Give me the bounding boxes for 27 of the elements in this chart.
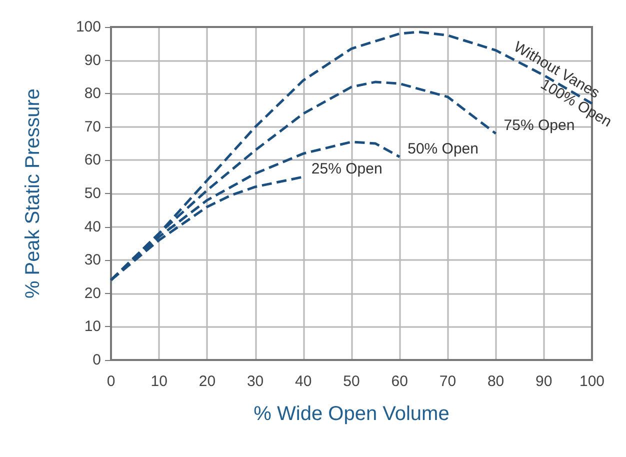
x-tick-label: 70 [439,373,456,390]
y-tick-label: 100 [76,18,101,36]
series-label: 75% Open [504,117,575,134]
y-axis-title: % Peak Static Pressure [22,88,44,299]
y-tick-label: 70 [84,118,101,136]
x-tick-label: 0 [106,373,116,390]
x-tick-label: 10 [150,373,168,390]
x-tick-label: 60 [391,373,408,390]
y-tick-label: 20 [84,284,101,302]
x-tick-label: 50 [343,373,360,390]
y-tick-label: 40 [84,218,101,236]
y-tick-label: 50 [84,185,101,202]
x-tick-label: 30 [246,373,264,390]
x-tick-label: 80 [487,373,504,390]
x-tick-label: 100 [579,373,605,390]
y-tick-label: 10 [84,318,101,336]
y-tick-label: 0 [92,352,101,368]
series-label: 25% Open [311,160,382,178]
x-axis-title: % Wide Open Volume [254,403,450,425]
x-tick-label: 90 [536,373,552,390]
x-tick-label: 40 [295,373,312,390]
y-tick-label: 30 [84,252,101,269]
y-tick-label: 60 [84,152,101,169]
series-label: 50% Open [408,140,478,158]
x-tick-label: 20 [198,373,216,390]
y-tick-label: 80 [84,85,101,102]
y-tick-label: 90 [84,52,101,69]
